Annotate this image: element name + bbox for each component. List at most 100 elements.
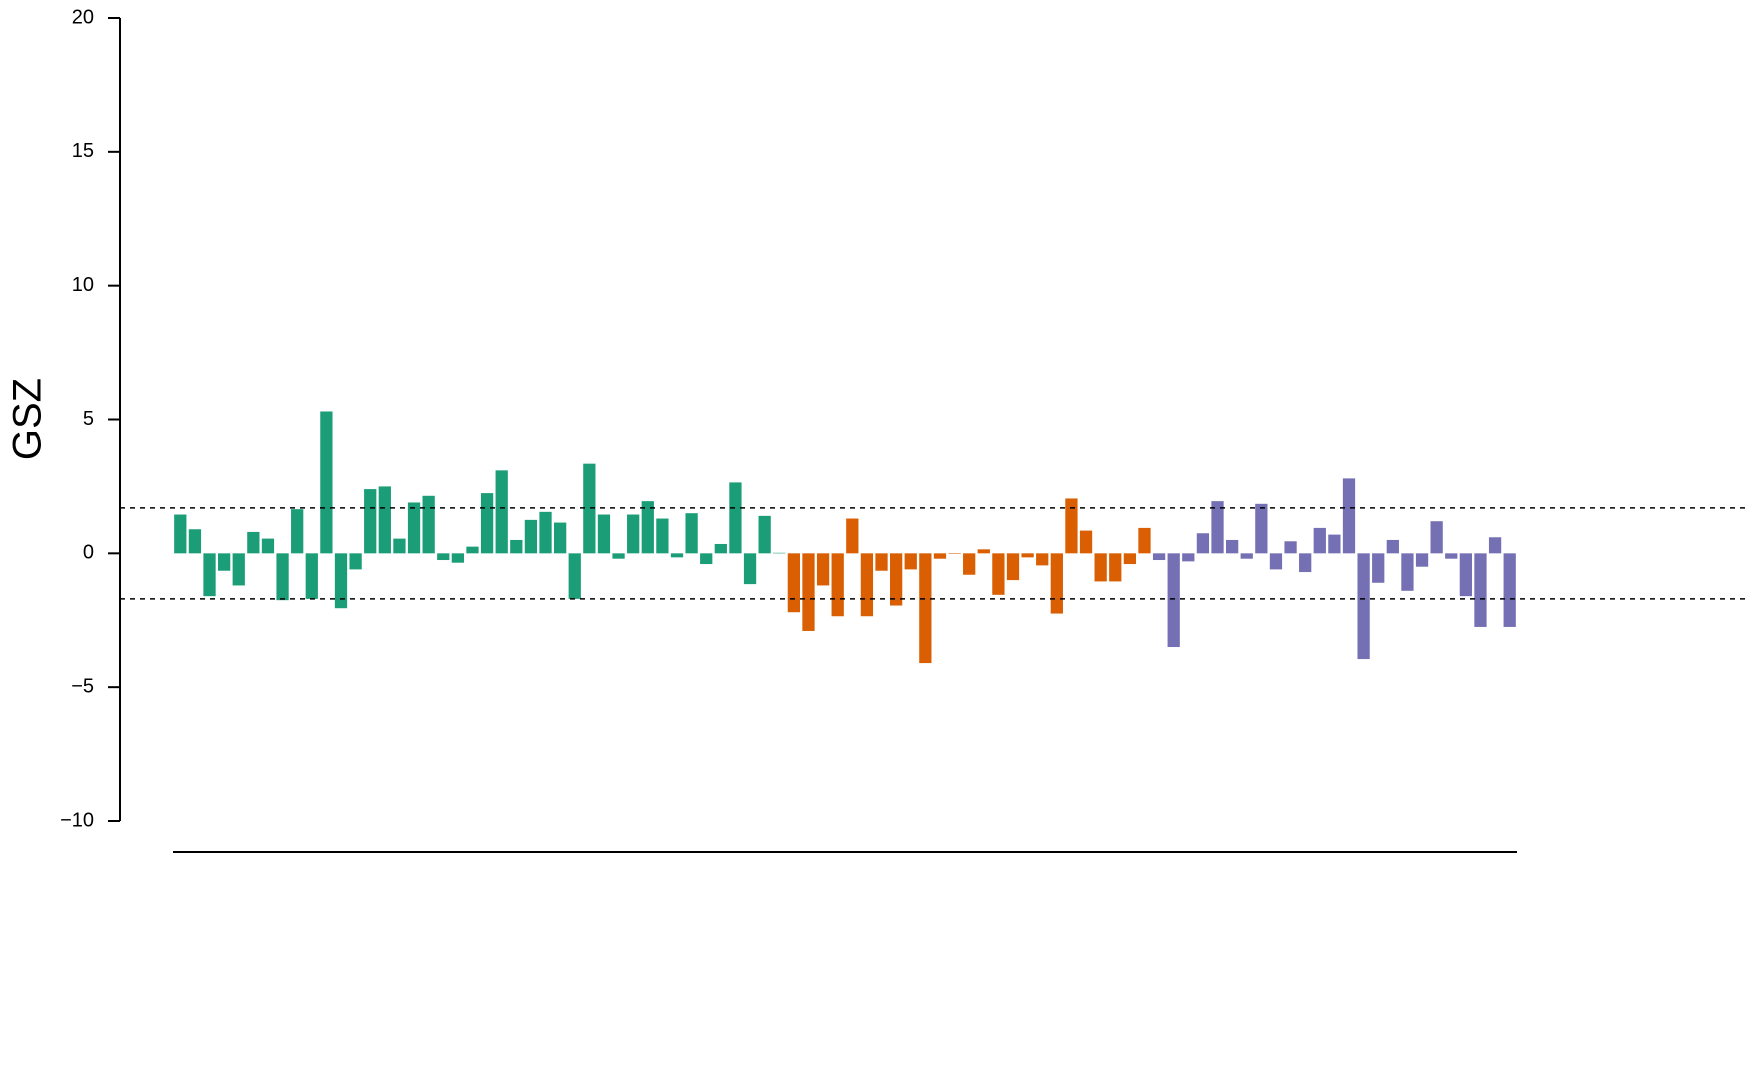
bar bbox=[524, 519, 538, 554]
bar bbox=[553, 522, 567, 554]
bar bbox=[1357, 553, 1370, 660]
bar bbox=[1474, 553, 1487, 627]
bar bbox=[831, 553, 844, 617]
bar bbox=[451, 553, 465, 563]
bar bbox=[992, 553, 1005, 595]
bar bbox=[889, 553, 903, 606]
y-tick-label: 15 bbox=[72, 140, 94, 162]
bar bbox=[802, 553, 815, 631]
bar bbox=[1225, 539, 1239, 554]
bar bbox=[846, 518, 859, 554]
bar bbox=[1488, 537, 1502, 554]
bar bbox=[670, 553, 684, 558]
y-tick-label: 20 bbox=[72, 6, 94, 28]
bar bbox=[1006, 553, 1020, 581]
bar bbox=[583, 463, 596, 554]
bar bbox=[1109, 553, 1122, 582]
bar bbox=[758, 515, 771, 554]
bar bbox=[1372, 553, 1385, 583]
bar bbox=[247, 531, 260, 554]
bar bbox=[261, 538, 275, 554]
bar bbox=[1211, 501, 1224, 554]
bar bbox=[1123, 553, 1137, 565]
bar bbox=[904, 553, 917, 570]
bar bbox=[1138, 527, 1151, 554]
bar bbox=[276, 553, 289, 601]
bar bbox=[1167, 553, 1180, 648]
bar bbox=[875, 553, 888, 571]
bar bbox=[773, 552, 786, 554]
bar bbox=[656, 518, 669, 554]
bar bbox=[1430, 521, 1443, 554]
bar bbox=[320, 411, 333, 554]
bar bbox=[568, 553, 581, 599]
bar bbox=[1094, 553, 1107, 582]
bar bbox=[685, 513, 698, 554]
bar bbox=[539, 511, 552, 554]
bar bbox=[1299, 553, 1312, 573]
bar bbox=[1182, 553, 1195, 562]
y-tick-label: −5 bbox=[71, 675, 94, 697]
bar bbox=[919, 553, 932, 664]
bar bbox=[334, 553, 348, 609]
bar bbox=[1459, 553, 1473, 597]
bar bbox=[188, 529, 202, 554]
bar bbox=[1255, 503, 1268, 554]
bar bbox=[422, 495, 435, 554]
bar bbox=[1415, 553, 1429, 567]
bar bbox=[933, 553, 947, 559]
bar bbox=[860, 553, 874, 617]
bar bbox=[729, 482, 742, 554]
bar bbox=[948, 553, 961, 554]
bar bbox=[203, 553, 216, 597]
bar bbox=[1269, 553, 1283, 570]
bar bbox=[641, 501, 654, 554]
y-tick-label: 5 bbox=[83, 408, 94, 430]
bar bbox=[1401, 553, 1414, 591]
bar bbox=[378, 486, 391, 554]
bar bbox=[407, 502, 421, 554]
bar bbox=[977, 549, 990, 554]
bar bbox=[174, 514, 187, 554]
bar bbox=[364, 489, 377, 554]
bar bbox=[349, 553, 362, 570]
bar bbox=[1021, 553, 1034, 558]
bar bbox=[743, 553, 757, 585]
bar bbox=[1445, 553, 1458, 559]
bar bbox=[1240, 553, 1253, 559]
bar bbox=[700, 553, 713, 565]
y-axis-title: GSZ bbox=[6, 378, 50, 460]
bar bbox=[1079, 530, 1093, 554]
bar bbox=[1503, 553, 1516, 627]
bar bbox=[612, 553, 625, 559]
bar bbox=[480, 493, 494, 554]
bar bbox=[1342, 478, 1356, 554]
bar bbox=[291, 509, 304, 554]
bar bbox=[1065, 498, 1078, 554]
y-tick-label: 10 bbox=[72, 274, 94, 296]
bar bbox=[495, 470, 508, 554]
bar bbox=[816, 553, 830, 586]
bar bbox=[787, 553, 801, 613]
bar bbox=[1152, 553, 1166, 561]
bar bbox=[393, 538, 406, 554]
bar bbox=[627, 514, 640, 554]
bar bbox=[1050, 553, 1063, 614]
bar bbox=[1328, 534, 1341, 554]
y-tick-label: 0 bbox=[83, 542, 94, 564]
bar bbox=[714, 543, 727, 554]
bar bbox=[232, 553, 245, 586]
bar bbox=[466, 546, 479, 554]
y-tick-label: −10 bbox=[60, 809, 94, 831]
bar bbox=[1196, 533, 1210, 554]
bar bbox=[437, 553, 450, 561]
bar bbox=[510, 539, 523, 554]
bar bbox=[1284, 541, 1297, 554]
bar bbox=[1313, 527, 1326, 554]
bar bbox=[597, 514, 611, 554]
bar bbox=[1386, 539, 1399, 554]
bar bbox=[305, 553, 318, 599]
bar bbox=[217, 553, 231, 571]
